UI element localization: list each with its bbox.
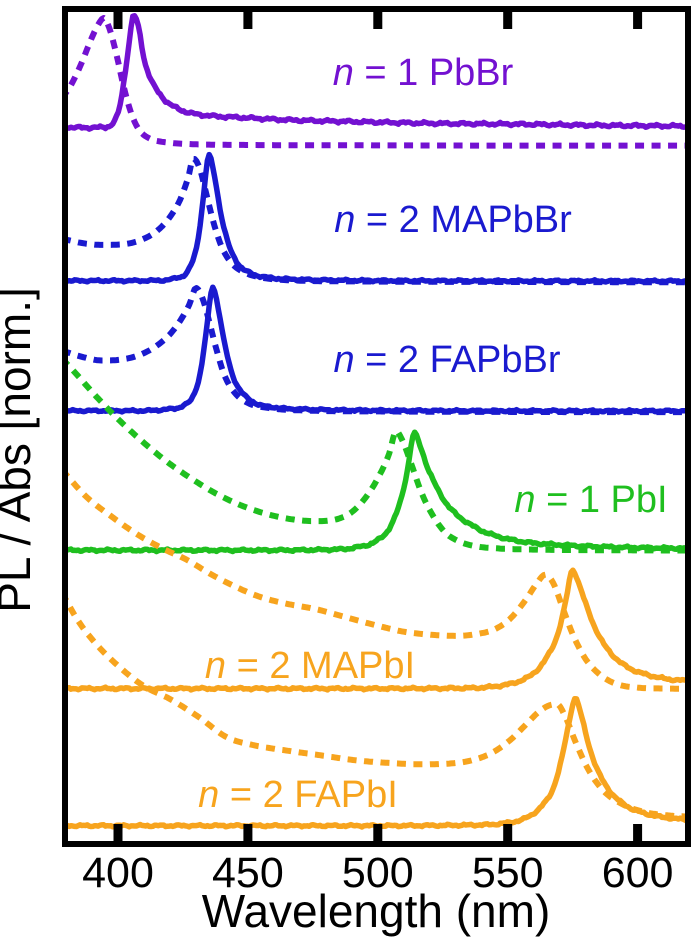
series-label-n2-FAPbBr: n = 2 FAPbBr xyxy=(333,339,560,381)
series-labels: n = 1 PbBr n = 2 MAPbBr n = 2 FAPbBr n = 1 … xyxy=(198,52,667,816)
x-axis-tick-labels: 400 450 500 550 600 xyxy=(82,849,673,897)
x-tick-bottom-500 xyxy=(373,824,383,841)
plot-border xyxy=(62,6,691,847)
abs-curve-n2-FAPbI xyxy=(68,597,685,820)
x-tick-label-550: 550 xyxy=(472,849,544,897)
x-tick-label-400: 400 xyxy=(82,849,154,897)
abs-curve-n1-PbI xyxy=(68,360,685,554)
series-label-n1-PbI: n = 1 PbI xyxy=(514,479,667,521)
pl-curve-n2-MAPbI xyxy=(68,567,685,693)
x-tick-bottom-400 xyxy=(113,824,123,841)
spectra-curves xyxy=(68,13,685,830)
series-label-n2-MAPbI: n = 2 MAPbI xyxy=(205,645,415,687)
pl-curve-n2-FAPbBr xyxy=(68,284,685,415)
x-tick-label-450: 450 xyxy=(212,849,284,897)
pl-curve-n1-PbBr xyxy=(68,13,685,132)
x-tick-bottom-450 xyxy=(243,824,253,841)
x-tick-bottom-600 xyxy=(633,824,643,841)
abs-curve-n1-PbBr xyxy=(68,15,685,149)
x-tick-label-500: 500 xyxy=(342,849,414,897)
x-tick-top-450 xyxy=(243,12,253,29)
x-tick-top-500 xyxy=(373,12,383,29)
pl-curve-n2-MAPbBr xyxy=(68,151,685,285)
x-tick-top-550 xyxy=(503,12,513,29)
y-axis-title: PL / Abs [norm.] xyxy=(0,287,40,613)
series-label-n2-FAPbI: n = 2 FAPbI xyxy=(198,774,398,816)
x-tick-label-600: 600 xyxy=(602,849,674,897)
x-tick-top-600 xyxy=(633,12,643,29)
x-axis-ticks xyxy=(113,12,643,841)
x-tick-top-400 xyxy=(113,12,123,29)
x-tick-bottom-550 xyxy=(503,824,513,841)
x-axis-title: Wavelength (nm) xyxy=(202,885,551,937)
series-label-n2-MAPbBr: n = 2 MAPbBr xyxy=(334,199,572,241)
abs-curve-n2-MAPbI xyxy=(68,472,685,692)
series-label-n1-PbBr: n = 1 PbBr xyxy=(333,52,514,94)
